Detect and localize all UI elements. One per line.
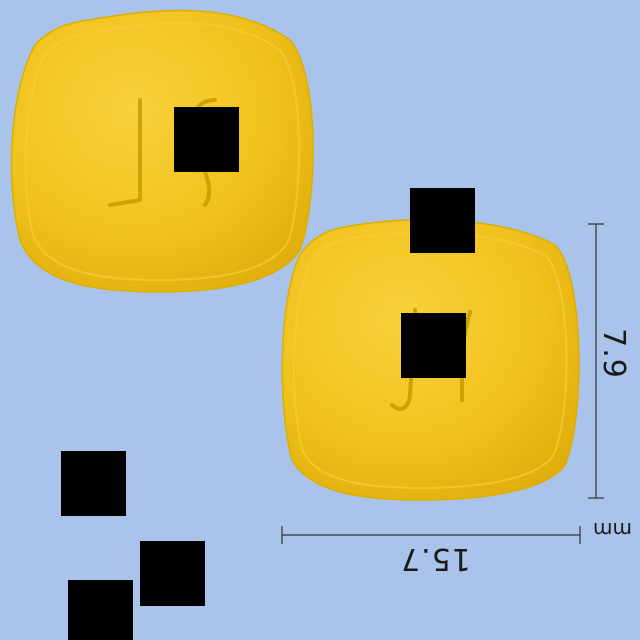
height-dimension-label: 7.9: [595, 328, 631, 379]
redaction-box: [174, 107, 239, 172]
watermark: [14, 583, 74, 623]
height-dimension-line: [588, 223, 604, 499]
redaction-box: [61, 451, 126, 516]
redaction-box: [410, 188, 475, 253]
width-dimension-line: [281, 526, 581, 544]
redaction-box: [140, 541, 205, 606]
redaction-box: [401, 313, 466, 378]
redaction-box: [68, 580, 133, 640]
unit-label: mm: [593, 518, 632, 542]
pill-tablet-back: [10, 9, 314, 293]
width-dimension-label: 15.7: [400, 541, 471, 576]
